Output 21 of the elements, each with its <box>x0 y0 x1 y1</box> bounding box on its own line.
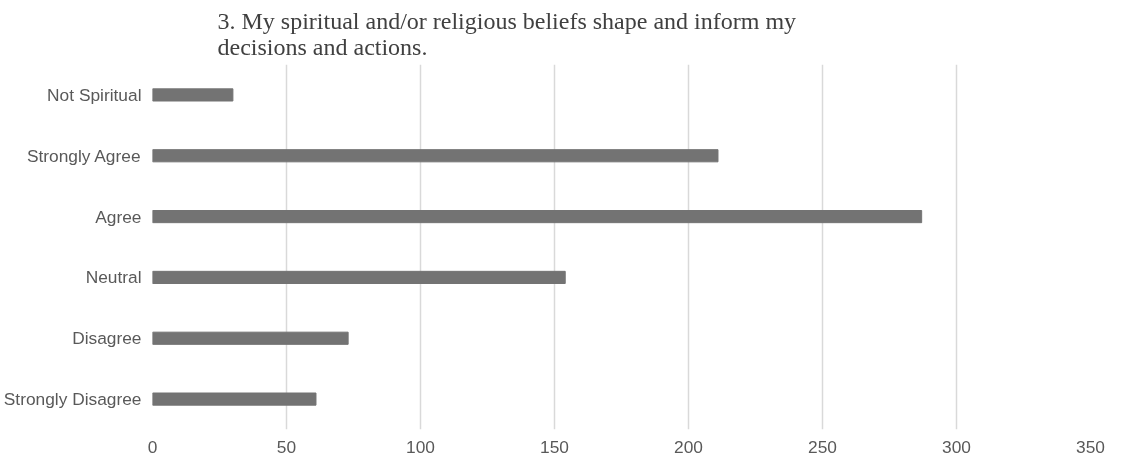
x-tick-label: 200 <box>674 436 703 457</box>
x-tick-label: 300 <box>942 436 971 457</box>
chart-title: 3. My spiritual and/or religious beliefs shape and inform my decisions and actions. <box>217 7 797 60</box>
x-tick-label: 0 <box>147 436 158 457</box>
y-tick-label: Not Spiritual <box>47 84 142 105</box>
y-tick-label: Strongly Agree <box>26 145 141 166</box>
x-tick-label: 250 <box>808 436 837 457</box>
bar <box>152 331 349 345</box>
bar <box>152 270 566 284</box>
x-tick-label: 100 <box>406 436 435 457</box>
x-tick-label: 150 <box>540 436 569 457</box>
x-tick-label: 50 <box>276 436 297 457</box>
y-tick-label: Neutral <box>85 267 142 288</box>
bar <box>152 88 234 102</box>
bar <box>152 210 923 224</box>
y-tick-label: Agree <box>95 206 142 227</box>
x-tick-label: 350 <box>1076 436 1105 457</box>
bar <box>152 392 317 406</box>
y-tick-label: Disagree <box>72 328 142 349</box>
bar <box>152 149 719 163</box>
y-tick-label: Strongly Disagree <box>3 389 142 410</box>
